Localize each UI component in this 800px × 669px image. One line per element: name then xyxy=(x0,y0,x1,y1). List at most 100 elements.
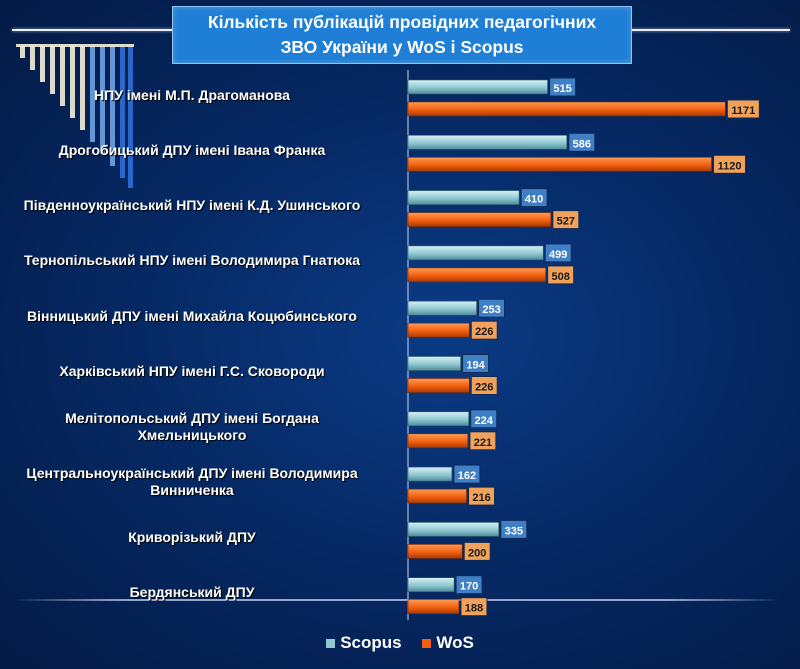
bar-wos xyxy=(407,599,460,615)
category-label-line: Мелітопольський ДПУ імені Богдана xyxy=(65,409,319,426)
category-label-line: Дрогобицький ДПУ імені Івана Франка xyxy=(58,141,326,158)
category-label: Харківський НПУ імені Г.С. Сковороди xyxy=(0,363,392,380)
bar-scopus xyxy=(407,245,544,261)
decor-fan-line xyxy=(40,46,45,82)
data-label-wos: 200 xyxy=(468,547,486,559)
data-label-scopus-box xyxy=(549,77,577,97)
category-label: Південноукраїнський НПУ імені К.Д. Ушинс… xyxy=(0,197,392,214)
data-label-wos-box xyxy=(470,320,498,340)
data-label-wos: 1120 xyxy=(718,160,742,172)
category-label-line: Криворізький ДПУ xyxy=(128,528,256,545)
chart-title-line-1: Кількість публікацій провідних педагогіч… xyxy=(207,12,597,32)
category-label: Центральноукраїнський ДПУ імені Володими… xyxy=(0,465,392,499)
data-label-scopus-box xyxy=(453,464,481,484)
data-label-scopus: 194 xyxy=(466,360,485,372)
category-label: НПУ імені М.П. Драгоманова xyxy=(0,87,392,104)
data-label-scopus: 499 xyxy=(549,249,567,261)
data-label-wos-box xyxy=(713,154,747,174)
bar-scopus xyxy=(407,466,453,482)
bar-scopus xyxy=(407,135,568,150)
bar-scopus xyxy=(407,356,461,371)
chart-title: Кількість публікацій провідних педагогіч… xyxy=(172,6,632,64)
data-label-wos-box xyxy=(470,376,498,395)
decor-fan-line xyxy=(30,46,35,70)
data-label-wos: 1171 xyxy=(731,105,755,117)
decor-fan-line xyxy=(90,46,95,142)
data-label-wos: 226 xyxy=(475,326,493,338)
data-label-wos-box xyxy=(726,99,760,119)
data-label-scopus-box xyxy=(500,519,528,539)
category-label-line: НПУ імені М.П. Драгоманова xyxy=(94,86,290,103)
data-label-scopus-box xyxy=(544,243,572,263)
data-label-wos: 527 xyxy=(557,216,575,228)
data-label-wos-box xyxy=(463,541,491,561)
category-label: Тернопільський НПУ імені Володимира Гнат… xyxy=(0,252,392,269)
category-label: Дрогобицький ДПУ імені Івана Франка xyxy=(0,142,392,159)
data-label-scopus: 515 xyxy=(553,83,571,95)
bar-scopus xyxy=(407,577,455,593)
decor-fan-line xyxy=(60,46,65,106)
title-decor-line-right xyxy=(630,29,790,31)
bar-wos xyxy=(407,101,726,117)
data-label-wos: 221 xyxy=(474,437,492,449)
bar-wos xyxy=(407,212,552,227)
data-label-wos-box xyxy=(469,431,497,451)
decor-fan-bar xyxy=(16,44,134,47)
category-label: Криворізький ДПУ xyxy=(0,529,392,546)
data-label-scopus: 224 xyxy=(475,415,494,427)
decor-fan-line xyxy=(128,46,133,188)
decor-fan-line xyxy=(20,46,25,58)
legend: Scopus WoS xyxy=(0,633,800,653)
data-label-scopus: 253 xyxy=(482,304,500,316)
category-label-line: Харківський НПУ імені Г.С. Сковороди xyxy=(59,363,325,379)
bar-wos xyxy=(407,378,470,393)
bottom-decor-line xyxy=(15,599,780,601)
category-label: Вінницький ДПУ імені Михайла Коцюбинсько… xyxy=(0,308,392,325)
title-decor-line-left xyxy=(12,29,174,31)
decor-fan xyxy=(16,44,134,188)
data-label-wos: 226 xyxy=(475,382,493,394)
category-label-line: Бердянський ДПУ xyxy=(129,584,255,601)
data-label-wos: 508 xyxy=(551,271,569,283)
bar-scopus xyxy=(407,300,477,316)
data-label-scopus: 586 xyxy=(573,138,591,150)
data-label-scopus-box xyxy=(455,575,483,595)
bar-wos xyxy=(407,544,463,559)
data-label-scopus: 410 xyxy=(525,194,543,206)
bar-scopus xyxy=(407,411,470,427)
decor-fan-line xyxy=(70,46,75,118)
data-label-scopus: 170 xyxy=(460,581,478,593)
data-label-scopus-box xyxy=(462,354,490,373)
category-label-line: Тернопільський НПУ імені Володимира Гнат… xyxy=(23,252,361,269)
bar-wos xyxy=(407,322,470,338)
category-label-line: Центральноукраїнський ДПУ імені Володими… xyxy=(26,465,358,482)
bar-wos xyxy=(407,157,712,172)
data-label-wos-box xyxy=(547,265,575,285)
data-label-wos-box xyxy=(552,210,580,230)
category-label-line: Вінницький ДПУ імені Михайла Коцюбинсько… xyxy=(27,307,357,324)
data-label-scopus: 162 xyxy=(458,470,476,482)
data-label-scopus-box xyxy=(478,298,506,318)
data-label-scopus-box xyxy=(520,188,548,208)
data-label-scopus: 335 xyxy=(505,525,523,537)
data-label-scopus-box xyxy=(470,409,498,429)
legend-item-scopus: Scopus xyxy=(326,633,402,653)
data-label-wos: 216 xyxy=(472,492,490,504)
bar-scopus xyxy=(407,190,520,205)
bar-wos xyxy=(407,267,546,283)
decor-fan-line xyxy=(50,46,55,94)
legend-label-scopus: Scopus xyxy=(340,633,402,652)
bar-wos xyxy=(407,488,467,504)
data-label-scopus-box xyxy=(568,132,596,152)
bar-scopus xyxy=(407,79,548,95)
category-label-line: Південноукраїнський НПУ імені К.Д. Ушинс… xyxy=(23,197,361,214)
decor-fan-line xyxy=(110,46,115,166)
category-label: Мелітопольський ДПУ імені Богдана Хмельни… xyxy=(0,410,392,444)
legend-label-wos: WoS xyxy=(436,633,474,652)
chart-title-line-2: ЗВО України у WoS і Scopus xyxy=(280,37,524,57)
decor-fan-line xyxy=(80,46,85,130)
category-label-line: Хмельницького xyxy=(137,426,247,443)
bar-wos xyxy=(407,433,469,449)
